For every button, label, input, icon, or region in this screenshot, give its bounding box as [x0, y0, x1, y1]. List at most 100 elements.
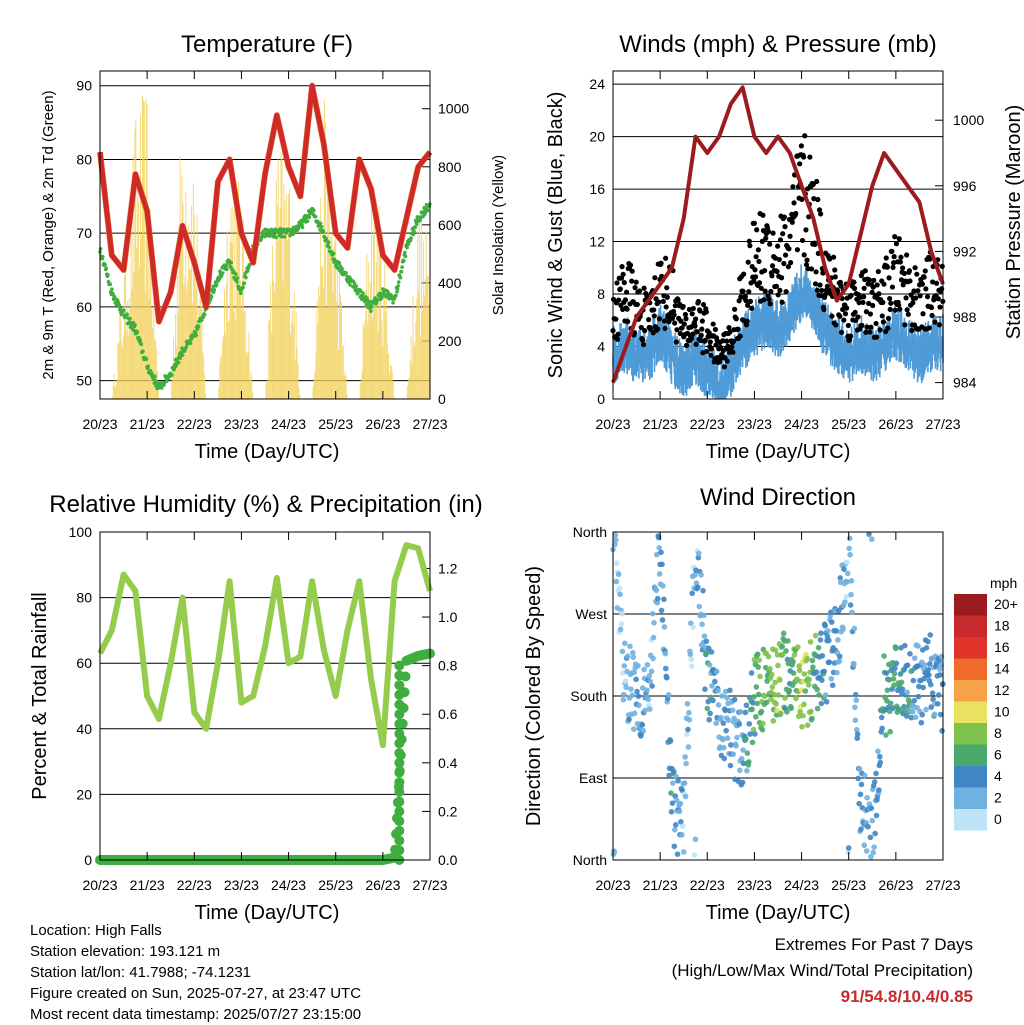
wind-direction-point	[691, 852, 698, 858]
rainfall-point	[394, 709, 405, 720]
gust-point	[829, 313, 835, 319]
dewpoint-point	[305, 219, 310, 223]
gust-point	[753, 254, 759, 260]
wind-direction-point	[651, 619, 657, 626]
gust-point	[674, 327, 680, 333]
wind-y-right-tick-label: 1000	[953, 112, 984, 128]
wind-x-tick-label: 20/23	[595, 416, 630, 432]
gust-point	[904, 252, 910, 258]
wind-direction-point	[678, 819, 684, 825]
wind-direction-point	[903, 713, 910, 719]
rh-y-right-tick-label: 1.0	[438, 609, 458, 625]
wind-direction-point	[730, 751, 737, 757]
station-pressure-line	[611, 85, 945, 384]
gust-point	[747, 298, 754, 304]
gust-point	[767, 241, 773, 247]
gust-point	[765, 228, 772, 235]
wind-direction-point	[876, 787, 882, 793]
dewpoint-point	[170, 373, 174, 377]
gust-point	[893, 241, 900, 247]
gust-point	[879, 313, 885, 319]
gust-point	[892, 234, 898, 240]
dewpoint-point	[235, 280, 239, 284]
wind-direction-point	[704, 705, 711, 712]
gust-point	[768, 288, 774, 295]
wind-direction-point	[685, 726, 691, 733]
dewpoint-point	[274, 235, 278, 240]
gust-point	[703, 309, 709, 315]
wind-direction-point	[752, 731, 758, 737]
wind-direction-point	[825, 628, 831, 634]
extremes-title: Extremes For Past 7 Days	[774, 935, 973, 954]
dewpoint-point	[127, 320, 132, 325]
wind-direction-point	[916, 683, 922, 690]
wind-direction-point	[696, 550, 702, 557]
gust-point	[760, 212, 766, 218]
relative-humidity-line	[97, 542, 433, 749]
wind-direction-point	[623, 684, 629, 691]
wind-direction-point	[631, 710, 638, 717]
temperature-y-tick-label: 50	[76, 373, 92, 389]
gust-point	[922, 268, 928, 274]
gust-point	[707, 339, 713, 345]
gust-point	[892, 307, 898, 313]
direction-y-tick-label: North	[573, 852, 607, 868]
rh-x-tick-label: 27/23	[412, 877, 447, 893]
dewpoint-point	[399, 270, 404, 274]
wind-direction-point	[738, 755, 745, 762]
direction-y-tick-label: West	[575, 606, 607, 622]
wind-direction-point	[649, 683, 655, 689]
rainfall-point	[394, 835, 405, 846]
wind-direction-point	[812, 632, 819, 639]
rh-x-tick-label: 24/23	[271, 877, 306, 893]
gust-point	[766, 296, 772, 303]
location-text: Location: High Falls	[30, 922, 162, 939]
wind-x-tick-label: 23/23	[737, 416, 772, 432]
wind-direction-point	[823, 698, 830, 705]
gust-point	[781, 260, 787, 267]
gust-point	[884, 264, 890, 270]
wind-direction-point	[612, 532, 619, 539]
dewpoint-point	[405, 245, 409, 250]
gust-point	[772, 255, 778, 261]
wind-direction-point	[797, 708, 803, 715]
gust-point	[845, 322, 851, 329]
gust-point	[923, 286, 929, 292]
gust-point	[614, 336, 621, 342]
gust-point	[774, 268, 780, 275]
dewpoint-point	[400, 265, 404, 269]
wind-x-tick-label: 21/23	[643, 416, 678, 432]
gust-point	[928, 304, 935, 311]
wind-direction-point	[931, 711, 938, 718]
wind-direction-point	[843, 593, 850, 600]
wind-direction-point	[672, 793, 679, 799]
gust-point	[778, 275, 785, 281]
gust-point	[661, 318, 668, 324]
gust-point	[933, 280, 940, 286]
wind-direction-point	[635, 662, 641, 669]
wind-direction-point	[621, 663, 628, 669]
wind-direction-point	[631, 669, 638, 676]
wind-direction-point	[851, 625, 858, 632]
wind-direction-point	[935, 692, 942, 698]
dewpoint-point	[103, 263, 107, 267]
wind-direction-point	[700, 587, 706, 594]
gust-point	[832, 274, 838, 280]
wind-direction-point	[718, 714, 724, 721]
wind-y-tick-label: 16	[589, 181, 605, 197]
wind-direction-point	[729, 707, 736, 713]
wind-direction-point	[696, 603, 703, 610]
gust-point	[861, 285, 867, 291]
gust-point	[789, 219, 795, 225]
gust-point	[832, 267, 838, 273]
dewpoint-point	[224, 267, 229, 272]
wind-direction-point	[910, 708, 916, 715]
gust-point	[870, 284, 876, 290]
gust-point	[869, 289, 875, 295]
wind-direction-point	[654, 599, 661, 606]
wind-y-tick-label: 8	[597, 286, 605, 302]
wind-direction-point	[660, 582, 666, 589]
wind-direction-point	[740, 760, 747, 767]
wind-direction-point	[939, 728, 945, 734]
gust-point	[909, 327, 915, 334]
